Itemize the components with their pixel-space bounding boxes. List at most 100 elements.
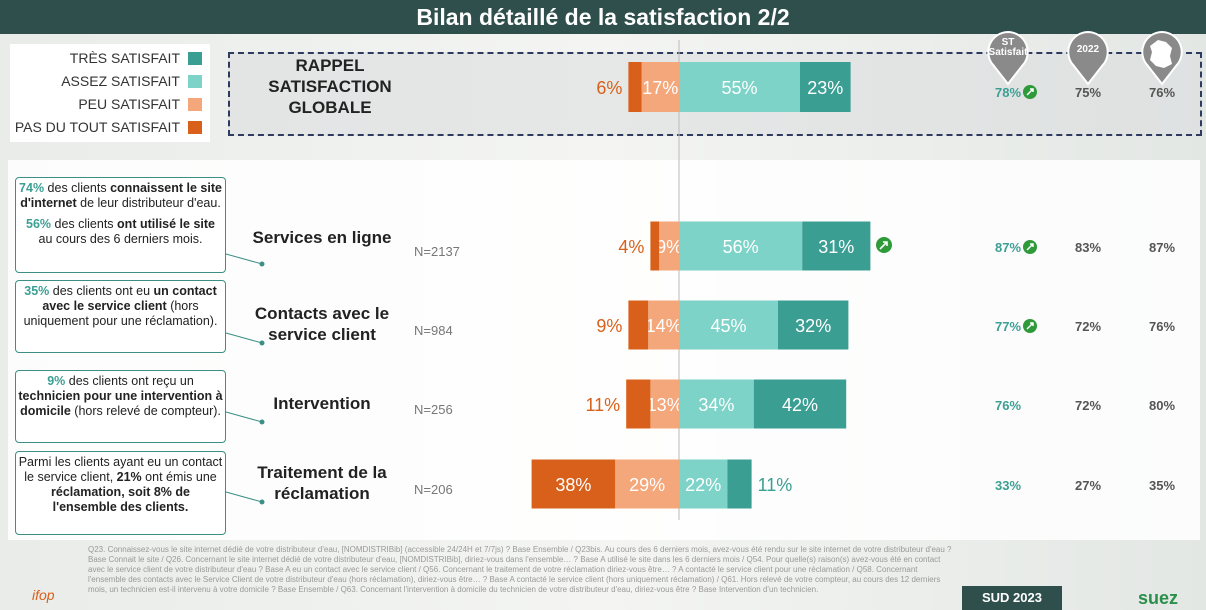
bar xyxy=(800,62,851,112)
n-label: N=256 xyxy=(414,402,453,417)
value-label: 13% xyxy=(647,395,683,415)
pin xyxy=(1067,30,1109,86)
legend-swatch xyxy=(188,98,202,111)
connector xyxy=(225,253,263,265)
category-label: Services en ligne xyxy=(252,228,392,247)
trend-arrow xyxy=(879,241,888,250)
markers xyxy=(987,30,1183,86)
callout-text: Parmi les clients ayant eu un contact le… xyxy=(18,455,223,484)
legend: PAS DU TOUT SATISFAIT PEU SATISFAIT ASSEZ … xyxy=(10,44,210,142)
st-value: 76% xyxy=(994,398,1022,413)
callout-text: des clients xyxy=(51,217,118,231)
value-2022: 72% xyxy=(1074,398,1102,413)
category-label: RAPPEL SATISFACTION GLOBALE xyxy=(268,56,392,117)
legend-swatch xyxy=(188,52,202,65)
bar xyxy=(531,459,616,509)
bar xyxy=(615,459,679,509)
connector-dot xyxy=(259,419,265,425)
value-label: 4% xyxy=(618,237,644,257)
callout: Parmi les clients ayant eu un contact le… xyxy=(15,451,226,535)
callout-text: 9% xyxy=(47,374,66,388)
trend-arrow xyxy=(1026,243,1034,251)
value-label: 32% xyxy=(795,316,831,336)
bar xyxy=(659,221,679,271)
value-2022: 27% xyxy=(1074,478,1102,493)
callout-text: (hors relevé de compteur). xyxy=(70,404,221,418)
callout-text: 74% xyxy=(19,181,45,195)
bar xyxy=(802,221,871,271)
footnote: Q23. Connaissez-vous le site internet dé… xyxy=(88,545,952,594)
value-france: 76% xyxy=(1148,85,1176,100)
callout-text: ont utilisé le site xyxy=(117,217,215,231)
legend-swatch xyxy=(188,75,202,88)
slide-title: Bilan détaillé de la satisfaction 2/2 xyxy=(0,0,1206,34)
st-value: 77% xyxy=(994,319,1022,334)
header-st: ST Satisfait xyxy=(988,37,1028,58)
connector xyxy=(225,491,263,503)
value-label: 22% xyxy=(685,475,721,495)
bar xyxy=(753,379,847,429)
legend-label: PEU SATISFAIT xyxy=(78,96,180,112)
value-label: 45% xyxy=(710,316,746,336)
callout: 35% des clients ont eu un contact avec l… xyxy=(15,280,226,353)
category-label: Contacts avec le service client xyxy=(254,304,390,344)
callout-text: des clients xyxy=(44,181,111,195)
value-label: 34% xyxy=(698,395,734,415)
n-label: N=984 xyxy=(414,323,453,338)
callout-text: un contact avec le service client xyxy=(42,284,217,313)
trend-arrow xyxy=(1026,88,1034,96)
n-label: N=206 xyxy=(414,482,453,497)
legend-swatch xyxy=(188,121,202,134)
value-label: 9% xyxy=(656,237,682,257)
bar xyxy=(641,62,679,112)
legend-label: TRÈS SATISFAIT xyxy=(69,50,180,66)
value-label: 31% xyxy=(818,237,854,257)
callout-text: réclamation, soit 8% de l'ensemble des c… xyxy=(51,485,190,514)
bar xyxy=(626,379,651,429)
connector-dot xyxy=(259,261,265,267)
st-value: 78% xyxy=(994,85,1022,100)
bar xyxy=(679,221,803,271)
value-label: 29% xyxy=(629,475,665,495)
callout-text: technicien pour une intervention à domic… xyxy=(18,389,223,418)
region-tag: SUD 2023 xyxy=(962,586,1062,610)
value-label: 14% xyxy=(646,316,682,336)
callout-text: ont émis une xyxy=(141,470,217,484)
value-label: 23% xyxy=(807,78,843,98)
callout-text: des clients ont reçu un xyxy=(65,374,194,388)
value-2022: 72% xyxy=(1074,319,1102,334)
callout-text: au cours des 6 derniers mois. xyxy=(38,232,203,246)
callout-text: (hors uniquement pour une réclamation). xyxy=(23,299,218,328)
ifop-logo: ifop xyxy=(32,587,55,603)
bar xyxy=(628,62,642,112)
connector-dot xyxy=(259,499,265,505)
bar xyxy=(628,300,649,350)
trend-arrow xyxy=(1026,322,1034,330)
value-2022: 75% xyxy=(1074,85,1102,100)
value-label: 38% xyxy=(555,475,591,495)
pin xyxy=(987,30,1029,86)
bar xyxy=(648,300,679,350)
header-2022: 2022 xyxy=(1076,44,1100,55)
callout: 9% des clients ont reçu un technicien po… xyxy=(15,370,226,443)
suez-logo: suez xyxy=(1138,588,1178,608)
callout-text: 56% xyxy=(26,217,52,231)
connector-dot xyxy=(259,340,265,346)
value-france: 87% xyxy=(1148,240,1176,255)
value-label: 6% xyxy=(596,78,622,98)
category-label: Intervention xyxy=(273,394,371,413)
bar xyxy=(778,300,849,350)
callout-text: connaissent le site d'internet xyxy=(20,181,222,210)
callout-text: des clients ont eu xyxy=(49,284,154,298)
value-france: 80% xyxy=(1148,398,1176,413)
bar xyxy=(679,300,778,350)
value-label: 42% xyxy=(782,395,818,415)
value-label: 17% xyxy=(642,78,678,98)
value-label: 55% xyxy=(721,78,757,98)
connector xyxy=(225,411,263,423)
n-label: N=2137 xyxy=(414,244,460,259)
legend-label: ASSEZ SATISFAIT xyxy=(61,73,180,89)
bar xyxy=(679,62,800,112)
value-france: 35% xyxy=(1148,478,1176,493)
callout-text: 35% xyxy=(24,284,50,298)
